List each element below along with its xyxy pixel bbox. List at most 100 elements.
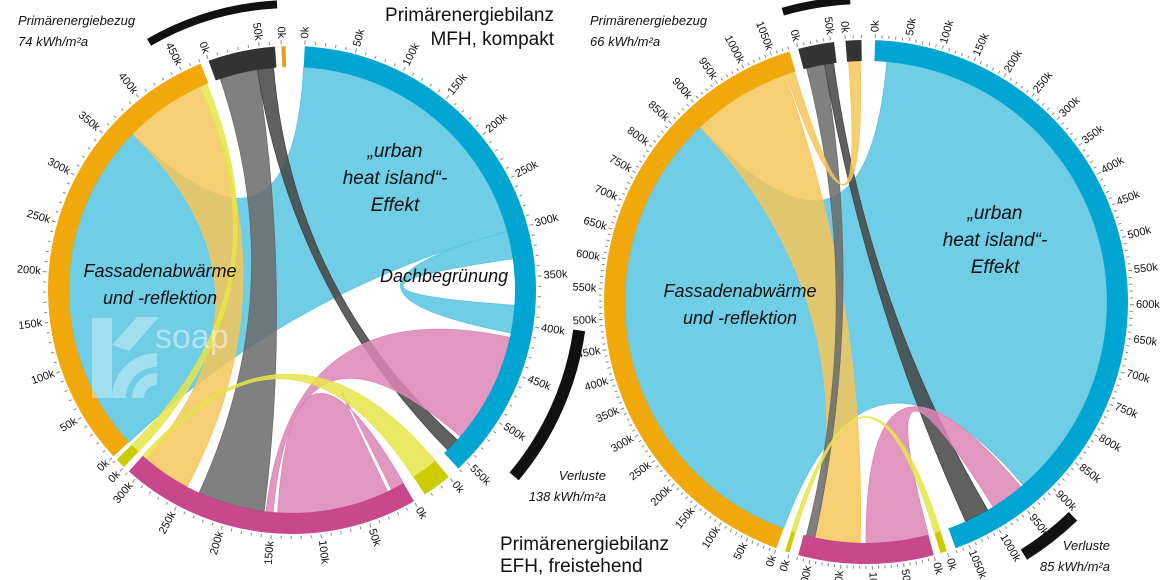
chord-ribbon xyxy=(68,66,508,443)
tick-label: 250k xyxy=(627,459,654,483)
tick-mark xyxy=(533,244,537,246)
tick-mark xyxy=(96,441,100,445)
tick-mark xyxy=(660,130,664,134)
tick-mark xyxy=(1079,456,1083,460)
tick-mark xyxy=(76,164,80,167)
tick-mark xyxy=(735,532,738,536)
tick-mark xyxy=(1118,222,1122,225)
tick-mark xyxy=(915,39,917,43)
tick-mark xyxy=(525,366,529,369)
tick-mark xyxy=(915,561,918,565)
tick-mark xyxy=(629,176,634,179)
tick-mark xyxy=(1086,154,1090,158)
tick-mark xyxy=(51,220,56,223)
verluste-left-label: Verluste xyxy=(558,468,606,483)
tick-label: 500k xyxy=(1126,224,1153,242)
tick-mark xyxy=(752,59,756,63)
tick-label: 0k xyxy=(299,26,312,39)
tick-mark xyxy=(671,483,675,487)
label-fassade-left: Fassadenabwärme und -reflektion xyxy=(70,258,250,312)
tick-mark xyxy=(64,390,68,393)
bezug-right-value: 66 kWh/m²a xyxy=(590,34,661,49)
tick-mark xyxy=(927,558,930,562)
tick-mark xyxy=(634,434,639,438)
tick-label: 0k xyxy=(778,558,793,573)
tick-mark xyxy=(747,62,750,66)
tick-mark xyxy=(948,48,951,52)
tick-mark xyxy=(935,44,937,48)
tick-mark xyxy=(488,140,492,144)
tick-mark xyxy=(601,257,606,260)
tick-mark xyxy=(614,210,619,213)
tick-mark xyxy=(921,559,924,564)
tick-label: 250k xyxy=(1031,69,1056,95)
tick-mark xyxy=(1109,403,1114,407)
tick-mark xyxy=(1103,184,1107,187)
tick-label: 450k xyxy=(163,41,185,68)
tick-mark xyxy=(84,425,88,429)
tick-mark xyxy=(364,52,367,56)
tick-mark xyxy=(58,201,63,204)
tick-mark xyxy=(1074,137,1078,141)
tick-mark xyxy=(487,439,491,442)
soap-logo-arcs xyxy=(112,353,157,398)
tick-label: 200k xyxy=(798,564,815,580)
tick-mark xyxy=(1100,178,1104,181)
tick-mark xyxy=(653,139,657,143)
tick-mark xyxy=(617,204,621,207)
tick-mark xyxy=(632,170,637,174)
tick-mark xyxy=(1052,487,1057,492)
tick-mark xyxy=(340,531,342,535)
tick-mark xyxy=(161,77,165,81)
tick-label: 300k xyxy=(609,433,636,456)
tick-mark xyxy=(968,544,971,549)
tick-mark xyxy=(1041,102,1045,106)
tick-mark xyxy=(606,239,610,242)
tick-mark xyxy=(47,240,51,243)
verluste-left: Verluste 138 kWh/m²a xyxy=(529,465,606,507)
tick-mark xyxy=(724,525,727,529)
uhi-line1: „urban xyxy=(367,141,423,162)
tick-mark xyxy=(814,561,817,565)
tick-mark xyxy=(99,130,103,134)
tick-label: 0k xyxy=(196,40,211,55)
fassade-line2: und -reflektion xyxy=(102,288,218,308)
tick-mark xyxy=(153,82,156,86)
tick-mark xyxy=(941,45,944,50)
tick-mark xyxy=(947,552,950,558)
tick-mark xyxy=(714,80,718,84)
tick-mark xyxy=(515,185,519,188)
tick-mark xyxy=(611,221,615,224)
tick-mark xyxy=(729,528,733,533)
label-urban-heat-island-left: „urban heat island“- Effekt xyxy=(330,138,460,219)
tick-mark xyxy=(985,64,989,68)
tick-label: 150k xyxy=(263,540,277,565)
tick-mark xyxy=(46,331,50,334)
title-left-line2: MFH, kompakt xyxy=(430,29,554,50)
tick-label: 550k xyxy=(467,463,493,489)
title-left-line1: Primärenergiebilanz xyxy=(385,5,554,26)
tick-mark xyxy=(751,540,754,544)
tick-mark xyxy=(1100,422,1104,425)
tick-mark xyxy=(140,485,144,489)
tick-mark xyxy=(1116,216,1120,219)
tick-mark xyxy=(183,511,186,515)
tick-mark xyxy=(461,109,465,113)
bezug-bar xyxy=(147,0,278,46)
tick-mark xyxy=(68,399,73,402)
tick-mark xyxy=(629,423,633,427)
tick-mark xyxy=(1118,378,1122,380)
tick-mark xyxy=(604,245,608,248)
tick-mark xyxy=(740,534,743,539)
uhi-line3: Effekt xyxy=(370,195,420,216)
soap-logo-text: soap xyxy=(155,318,229,356)
tick-label: 100k xyxy=(700,524,723,551)
tick-label: 100k xyxy=(30,368,57,387)
tick-mark xyxy=(1114,390,1118,393)
tick-mark xyxy=(781,48,784,52)
soap-logo-shape xyxy=(92,317,159,398)
tick-mark xyxy=(621,192,626,196)
tick-mark xyxy=(468,116,472,120)
bezug-bar xyxy=(781,0,851,16)
